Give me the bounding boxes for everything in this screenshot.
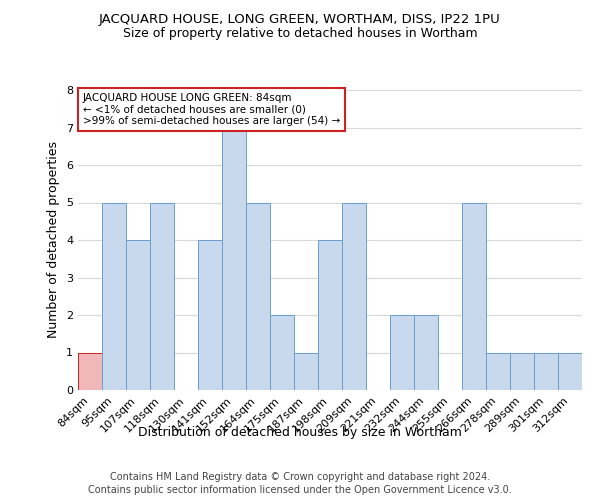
Text: Distribution of detached houses by size in Wortham: Distribution of detached houses by size … xyxy=(138,426,462,439)
Bar xyxy=(534,352,558,390)
Text: Contains HM Land Registry data © Crown copyright and database right 2024.: Contains HM Land Registry data © Crown c… xyxy=(110,472,490,482)
Bar xyxy=(222,128,246,390)
Text: Contains public sector information licensed under the Open Government Licence v3: Contains public sector information licen… xyxy=(88,485,512,495)
Bar xyxy=(318,240,342,390)
Bar xyxy=(414,315,438,390)
Bar xyxy=(558,352,582,390)
Bar xyxy=(270,315,294,390)
Text: JACQUARD HOUSE, LONG GREEN, WORTHAM, DISS, IP22 1PU: JACQUARD HOUSE, LONG GREEN, WORTHAM, DIS… xyxy=(99,12,501,26)
Bar xyxy=(294,352,318,390)
Text: Size of property relative to detached houses in Wortham: Size of property relative to detached ho… xyxy=(122,28,478,40)
Bar xyxy=(342,202,366,390)
Bar xyxy=(150,202,174,390)
Bar xyxy=(198,240,222,390)
Y-axis label: Number of detached properties: Number of detached properties xyxy=(47,142,61,338)
Bar xyxy=(462,202,486,390)
Bar xyxy=(126,240,150,390)
Text: JACQUARD HOUSE LONG GREEN: 84sqm
← <1% of detached houses are smaller (0)
>99% o: JACQUARD HOUSE LONG GREEN: 84sqm ← <1% o… xyxy=(83,93,340,126)
Bar xyxy=(246,202,270,390)
Bar xyxy=(78,352,102,390)
Bar xyxy=(390,315,414,390)
Bar xyxy=(510,352,534,390)
Bar xyxy=(102,202,126,390)
Bar xyxy=(486,352,510,390)
